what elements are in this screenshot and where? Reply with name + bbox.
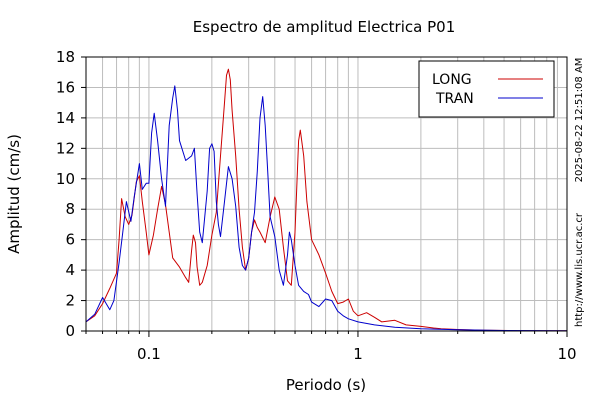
y-tick-label: 6 bbox=[65, 231, 75, 249]
series-line-tran bbox=[85, 85, 568, 332]
x-axis-label: Periodo (s) bbox=[286, 376, 366, 394]
y-tick-label: 2 bbox=[65, 292, 75, 310]
y-tick-label: 8 bbox=[65, 200, 75, 218]
grid-lines bbox=[85, 56, 568, 332]
x-tick-labels: 0.1 1 10 bbox=[137, 345, 577, 363]
series-line-long bbox=[85, 68, 568, 332]
y-tick-label: 14 bbox=[56, 109, 75, 127]
y-tick-label: 16 bbox=[56, 78, 75, 96]
x-tick-label: 0.1 bbox=[137, 345, 161, 363]
legend-label-long: LONG bbox=[432, 72, 472, 88]
y-tick-label: 4 bbox=[65, 261, 75, 279]
legend-label-tran: TRAN bbox=[435, 91, 474, 107]
x-tick-label: 1 bbox=[353, 345, 363, 363]
y-tick-label: 18 bbox=[56, 48, 75, 66]
series-layer bbox=[85, 68, 568, 332]
y-axis-label: Amplitud (cm/s) bbox=[5, 134, 23, 254]
plot-frame bbox=[85, 56, 568, 332]
y-tick-labels: 0 2 4 6 8 10 12 14 16 18 bbox=[56, 48, 75, 340]
y-tick-label: 12 bbox=[56, 139, 75, 157]
axis-ticks bbox=[81, 56, 568, 337]
y-tick-label: 0 bbox=[65, 322, 75, 340]
legend: LONG TRAN bbox=[418, 60, 555, 118]
x-tick-label: 10 bbox=[557, 345, 576, 363]
chart-title: Espectro de amplitud Electrica P01 bbox=[193, 18, 456, 36]
legend-box bbox=[418, 60, 555, 118]
timestamp-annotation: 2025-08-22 12:51:08 AM bbox=[574, 58, 585, 183]
y-tick-label: 10 bbox=[56, 170, 75, 188]
source-url-annotation: http://www.lis.ucr.ac.cr bbox=[574, 212, 585, 327]
